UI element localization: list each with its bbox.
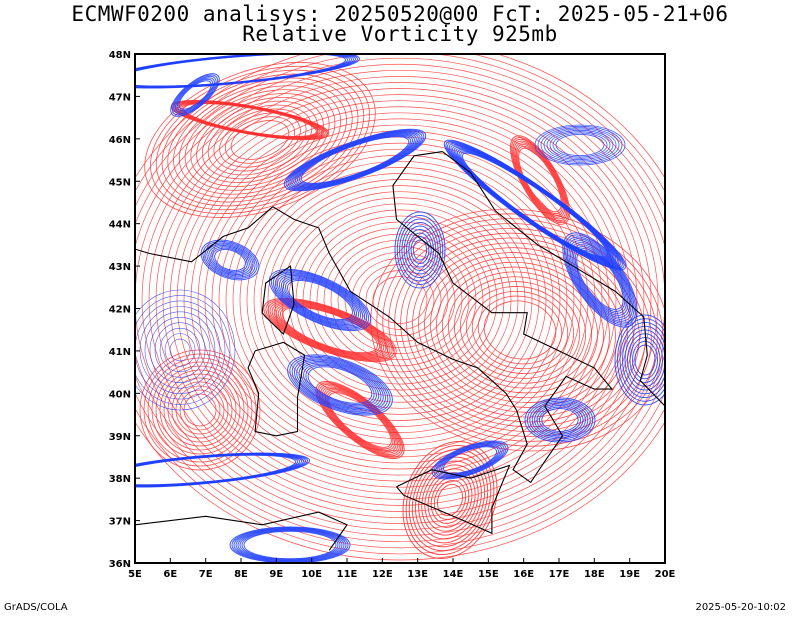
negative-vorticity-band xyxy=(170,73,220,117)
longitude-axis: 5E 6E 7E 8E 9E 10E 11E 12E 13E 14E 15E 16E 17E 18E 19E… xyxy=(128,558,676,580)
positive-vorticity-band xyxy=(510,135,570,225)
negative-vorticity-band xyxy=(229,526,351,563)
x-tick-label: 20E xyxy=(655,569,676,580)
x-tick-label: 7E xyxy=(199,569,213,580)
coastline-segment xyxy=(135,206,274,263)
y-tick-label: 36N xyxy=(109,559,131,570)
coastline-segment xyxy=(272,151,614,484)
x-tick-label: 12E xyxy=(372,569,393,580)
negative-vorticity-band xyxy=(394,211,446,289)
coastline-segment xyxy=(396,464,511,535)
negative-vorticity-band xyxy=(562,232,638,328)
x-tick-label: 8E xyxy=(234,569,248,580)
y-tick-label: 45N xyxy=(109,177,131,188)
y-tick-label: 43N xyxy=(109,262,131,273)
negative-vorticity-band xyxy=(135,54,361,89)
coastline-segment xyxy=(261,265,295,335)
negative-vorticity-band xyxy=(287,354,393,416)
map-subtitle: Relative Vorticity 925mb xyxy=(242,22,558,46)
y-tick-label: 48N xyxy=(109,50,131,61)
x-tick-label: 6E xyxy=(163,569,177,580)
y-tick-label: 47N xyxy=(109,92,131,103)
contour-field xyxy=(135,54,665,563)
x-tick-label: 5E xyxy=(128,569,142,580)
x-tick-label: 15E xyxy=(478,569,499,580)
coastline-segment xyxy=(442,151,665,407)
positive-vorticity-band xyxy=(263,297,397,363)
y-tick-label: 42N xyxy=(109,305,131,316)
x-tick-label: 18E xyxy=(584,569,605,580)
x-tick-label: 11E xyxy=(337,569,358,580)
y-tick-label: 40N xyxy=(109,389,131,400)
x-tick-label: 19E xyxy=(619,569,640,580)
negative-vorticity-band xyxy=(534,124,626,166)
x-tick-label: 14E xyxy=(443,569,464,580)
x-tick-label: 13E xyxy=(407,569,428,580)
positive-vorticity-band xyxy=(139,349,261,471)
coastline-segment xyxy=(247,341,306,437)
negative-vorticity-band xyxy=(431,440,509,480)
x-tick-label: 10E xyxy=(301,569,322,580)
negative-vorticity-band xyxy=(135,289,236,411)
y-tick-label: 38N xyxy=(109,474,131,485)
negative-vorticity-band xyxy=(614,314,665,406)
negative-vorticity-band xyxy=(135,452,311,488)
coastline-segment xyxy=(135,511,348,551)
coastline-layer xyxy=(135,151,665,551)
y-tick-label: 39N xyxy=(109,432,131,443)
x-tick-label: 9E xyxy=(269,569,283,580)
negative-vorticity-band xyxy=(443,139,627,271)
x-tick-label: 17E xyxy=(549,569,570,580)
negative-vorticity-band xyxy=(268,268,372,332)
y-tick-label: 41N xyxy=(109,347,131,358)
map-title: ECMWF0200 analisys: 20250520@00 FcT: 202… xyxy=(71,2,729,26)
negative-vorticity-band xyxy=(524,397,596,443)
latitude-axis: 36N 37N 38N 39N 40N 41N 42N 43N 44N 45N 46N 47N 48N xyxy=(109,50,140,570)
y-tick-label: 46N xyxy=(109,135,131,146)
positive-vorticity-band xyxy=(144,62,376,218)
negative-vorticity-band xyxy=(283,128,427,192)
y-tick-label: 44N xyxy=(109,220,131,231)
x-tick-label: 16E xyxy=(513,569,534,580)
y-tick-label: 37N xyxy=(109,517,131,528)
generation-timestamp: 2025-05-20-10:02 xyxy=(695,602,786,613)
software-credit: GrADS/COLA xyxy=(4,602,68,613)
